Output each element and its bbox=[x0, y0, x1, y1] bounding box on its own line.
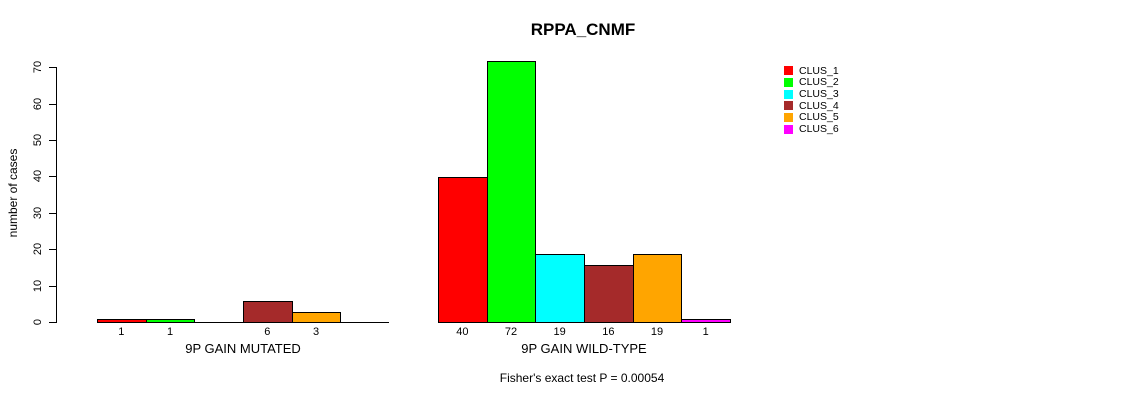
y-tick-label: 60 bbox=[32, 97, 44, 111]
legend-item-clus-2: CLUS_2 bbox=[784, 77, 839, 89]
fisher-test-annotation: Fisher's exact test P = 0.00054 bbox=[499, 371, 665, 385]
legend-item-clus-4: CLUS_4 bbox=[784, 100, 839, 112]
legend-label: CLUS_1 bbox=[799, 64, 839, 77]
y-tick-mark bbox=[49, 67, 56, 68]
legend-swatch-clus-5 bbox=[784, 113, 793, 123]
legend-swatch-clus-2 bbox=[784, 78, 793, 88]
y-tick-mark bbox=[49, 322, 56, 323]
bar-value-label: 72 bbox=[504, 326, 518, 338]
y-tick-label: 40 bbox=[32, 169, 44, 183]
legend-swatch-clus-1 bbox=[784, 66, 793, 76]
y-tick-mark bbox=[49, 176, 56, 177]
bar-value-label: 40 bbox=[456, 326, 469, 338]
bar-clus-4-9p-gain-mutated bbox=[243, 301, 293, 323]
legend-swatch-clus-4 bbox=[784, 101, 793, 111]
y-tick-mark bbox=[49, 104, 56, 105]
y-tick-mark bbox=[49, 140, 56, 141]
legend-label: CLUS_4 bbox=[799, 99, 839, 112]
bar-value-label: 19 bbox=[553, 326, 566, 338]
bar-clus-5-9p-gain-mutated bbox=[292, 312, 341, 323]
legend-label: CLUS_5 bbox=[799, 111, 839, 124]
y-axis-line bbox=[56, 67, 57, 323]
bar-clus-4-9p-gain-wild-type bbox=[584, 265, 634, 323]
legend-swatch-clus-6 bbox=[784, 124, 793, 134]
y-tick-label: 50 bbox=[32, 133, 44, 147]
chart-title: RPPA_CNMF bbox=[530, 20, 636, 39]
bar-clus-2-9p-gain-mutated bbox=[146, 319, 195, 323]
bar-clus-1-9p-gain-mutated bbox=[97, 319, 147, 323]
bar-value-label: 1 bbox=[702, 326, 709, 338]
legend-item-clus-5: CLUS_5 bbox=[784, 112, 839, 124]
group-label-9p-gain-mutated: 9P GAIN MUTATED bbox=[185, 341, 301, 356]
bar-value-label: 6 bbox=[264, 326, 271, 338]
group-label-9p-gain-wild-type: 9P GAIN WILD-TYPE bbox=[521, 341, 647, 356]
legend-swatch-clus-3 bbox=[784, 89, 793, 99]
bar-clus-3-9p-gain-wild-type bbox=[535, 254, 585, 323]
bar-value-label: 1 bbox=[118, 326, 125, 338]
bar-clus-1-9p-gain-wild-type bbox=[438, 177, 488, 323]
y-tick-mark bbox=[49, 249, 56, 250]
legend-item-clus-1: CLUS_1 bbox=[784, 65, 839, 77]
bar-clus-6-9p-gain-wild-type bbox=[681, 319, 731, 323]
bar-value-label: 1 bbox=[166, 326, 174, 338]
legend: CLUS_1 CLUS_2 CLUS_3 CLUS_4 CLUS_5 CLUS_6 bbox=[784, 65, 839, 135]
bar-clus-2-9p-gain-wild-type bbox=[487, 61, 536, 323]
legend-label: CLUS_6 bbox=[799, 123, 839, 136]
y-tick-label: 20 bbox=[32, 242, 44, 256]
bar-value-label: 16 bbox=[602, 326, 615, 338]
y-axis-label: number of cases bbox=[6, 148, 20, 238]
bar-value-label: 19 bbox=[650, 326, 664, 338]
y-tick-label: 0 bbox=[32, 318, 44, 326]
y-tick-label: 30 bbox=[32, 206, 44, 220]
legend-label: CLUS_3 bbox=[799, 87, 839, 100]
legend-label: CLUS_2 bbox=[799, 76, 839, 89]
y-tick-label: 70 bbox=[32, 60, 44, 74]
y-tick-label: 10 bbox=[32, 279, 44, 293]
legend-item-clus-3: CLUS_3 bbox=[784, 88, 839, 100]
y-tick-mark bbox=[49, 213, 56, 214]
bar-value-label: 3 bbox=[312, 326, 320, 338]
y-tick-mark bbox=[49, 286, 56, 287]
legend-item-clus-6: CLUS_6 bbox=[784, 123, 839, 135]
bar-clus-5-9p-gain-wild-type bbox=[633, 254, 682, 323]
